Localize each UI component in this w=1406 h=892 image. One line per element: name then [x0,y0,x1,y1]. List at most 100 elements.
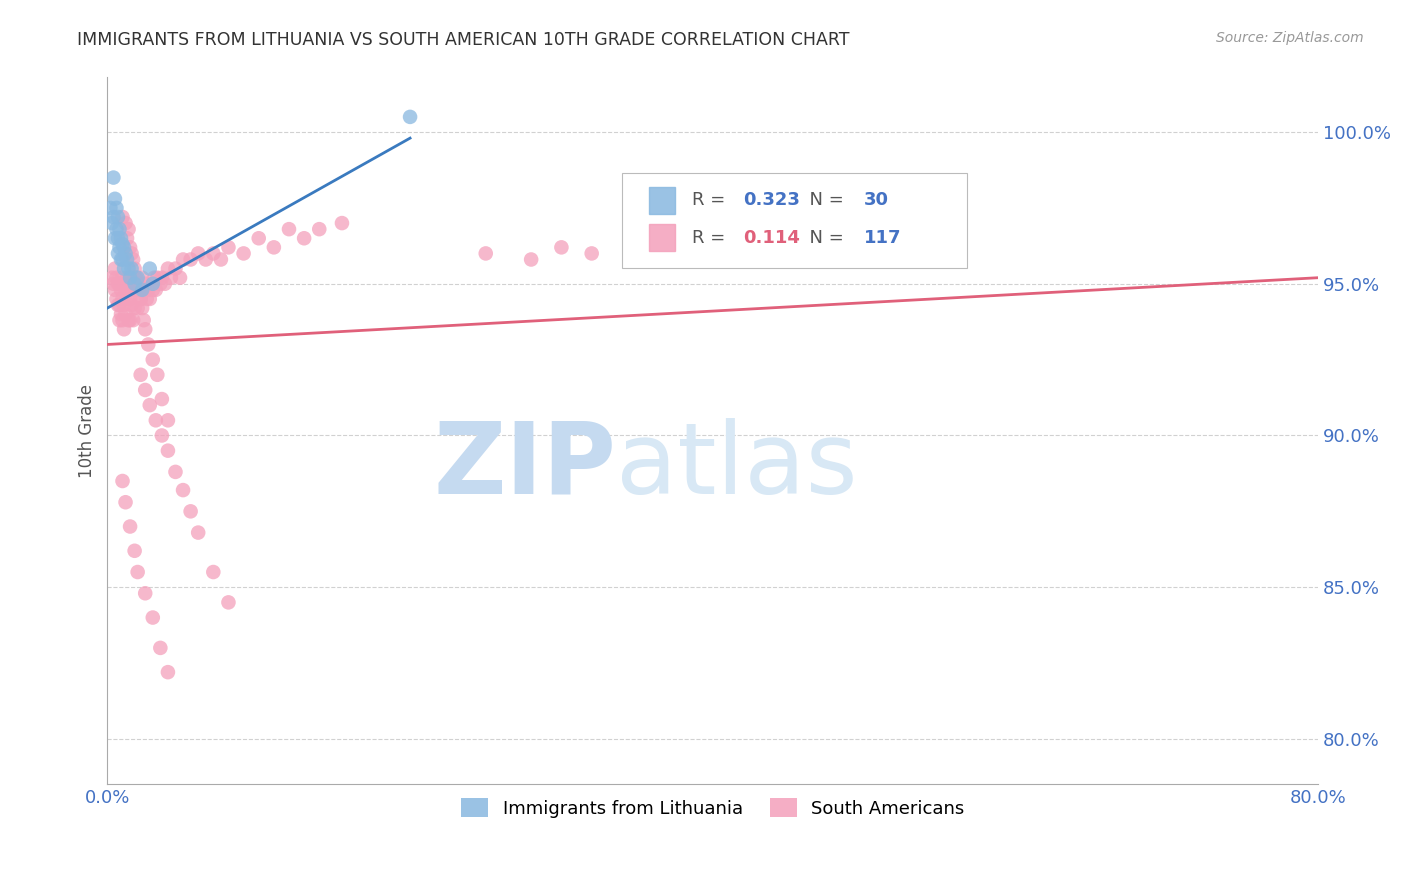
Point [117,222,139,236]
Point [112,240,135,254]
Point [110,231,132,245]
Point [105,292,128,306]
Point [143,270,166,285]
Point [129,292,152,306]
Point [122,313,145,327]
Point [187,246,209,260]
Text: 0.114: 0.114 [742,229,800,247]
Text: ZIP: ZIP [433,417,616,515]
Point [115,231,138,245]
Point [101,216,124,230]
Point [105,270,128,285]
Point [146,270,169,285]
Point [149,277,172,291]
Point [103,277,125,291]
Point [103,170,125,185]
Point [121,298,143,312]
Point [209,252,232,267]
Point [107,210,129,224]
Point [104,192,127,206]
Point [131,270,153,285]
Point [129,292,152,306]
Point [153,277,176,291]
Point [128,283,150,297]
Point [100,201,122,215]
Point [103,210,125,224]
Point [150,270,173,285]
Point [124,270,146,285]
Point [120,270,142,285]
Point [124,301,146,315]
Point [110,307,132,321]
Point [139,261,162,276]
Point [134,322,156,336]
Point [124,543,146,558]
Point [330,216,353,230]
Point [111,210,134,224]
Point [202,565,225,579]
Point [129,368,152,382]
Point [111,237,134,252]
Y-axis label: 10th Grade: 10th Grade [79,384,96,478]
Point [292,231,315,245]
Point [107,231,129,245]
Point [149,640,172,655]
Point [117,261,139,276]
Point [120,270,142,285]
Point [114,307,136,321]
Point [108,298,131,312]
Point [105,222,128,236]
Point [399,110,422,124]
Point [121,261,143,276]
Point [156,261,179,276]
Point [671,231,693,245]
Point [117,283,139,297]
Bar [648,224,675,251]
Point [135,292,157,306]
Point [122,283,145,297]
Point [232,246,254,260]
Text: N =: N = [797,191,849,209]
Point [128,283,150,297]
Point [165,261,187,276]
Point [110,283,132,297]
Point [115,270,138,285]
Point [187,525,209,540]
Point [114,246,136,260]
Point [112,261,135,276]
Point [121,277,143,291]
Point [217,240,239,254]
Point [308,222,330,236]
Bar [648,187,675,214]
Text: N =: N = [797,229,849,247]
Point [114,216,136,230]
Point [139,292,162,306]
Point [142,283,165,297]
Point [520,252,543,267]
Point [156,443,179,458]
Point [134,277,156,291]
Text: R =: R = [692,229,731,247]
Point [120,519,142,533]
Point [111,270,134,285]
Text: Source: ZipAtlas.com: Source: ZipAtlas.com [1216,31,1364,45]
Point [142,610,165,624]
Point [127,277,149,291]
Point [150,428,173,442]
Point [263,240,285,254]
Point [550,240,572,254]
Point [134,586,156,600]
Point [169,270,191,285]
Point [117,313,139,327]
Point [139,398,162,412]
Point [474,246,496,260]
Point [146,368,169,382]
Point [145,413,167,427]
Point [111,313,134,327]
Point [131,301,153,315]
Point [172,483,194,497]
Point [136,283,159,297]
Point [156,665,179,680]
Text: 117: 117 [865,229,901,247]
Point [108,313,131,327]
